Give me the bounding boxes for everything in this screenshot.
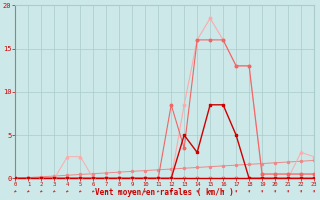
X-axis label: Vent moyen/en rafales ( km/h ): Vent moyen/en rafales ( km/h ) — [95, 188, 234, 197]
